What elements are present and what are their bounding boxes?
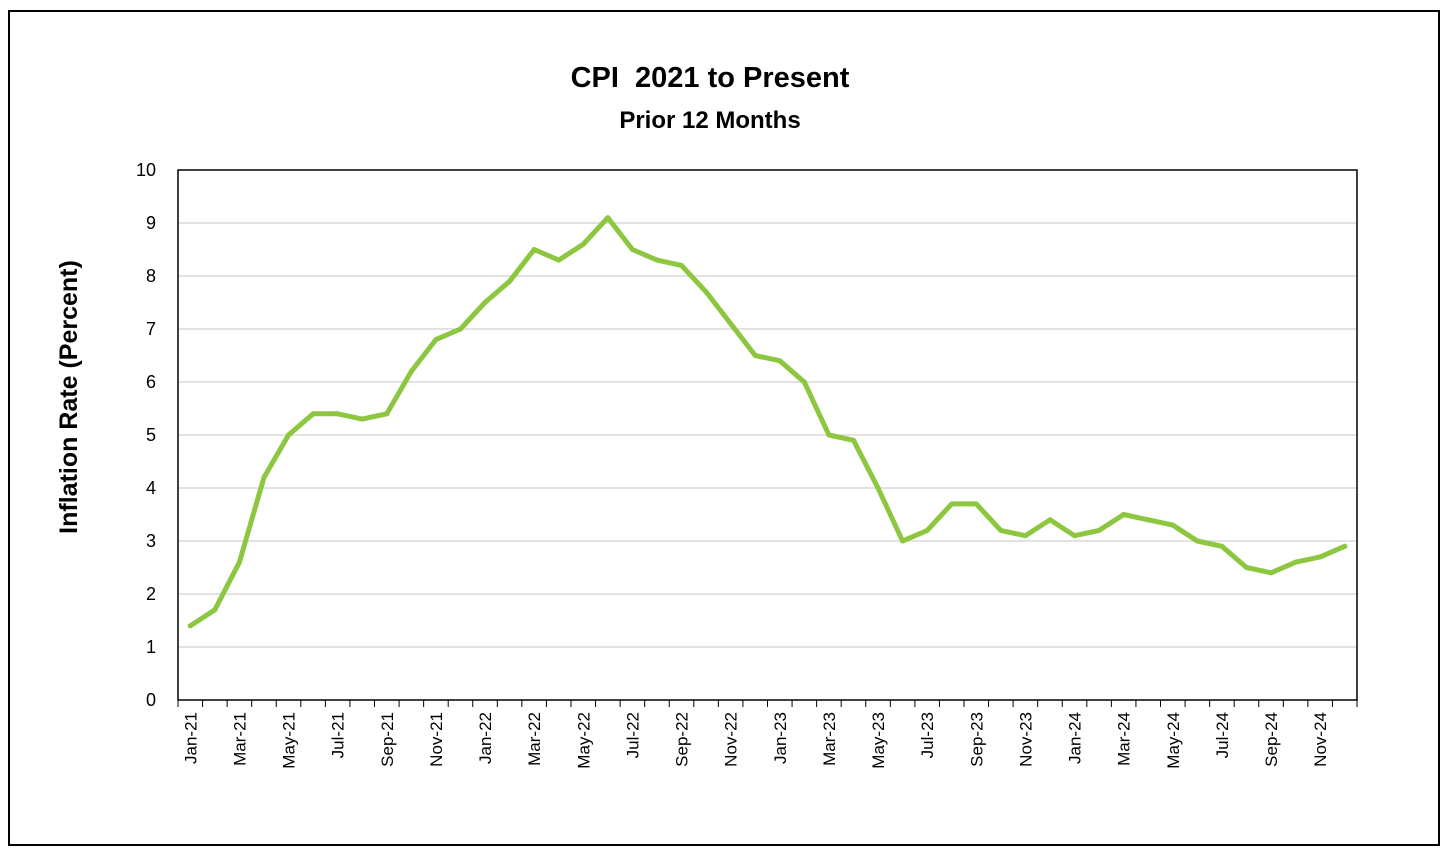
y-tick-label: 2 — [146, 584, 156, 604]
data-point — [580, 241, 586, 247]
data-point — [1022, 533, 1028, 539]
x-tick-label: Nov-22 — [722, 712, 741, 767]
data-point — [826, 432, 832, 438]
y-tick-label: 5 — [146, 425, 156, 445]
data-point — [359, 416, 365, 422]
data-point — [1096, 527, 1102, 533]
y-tick-label: 8 — [146, 266, 156, 286]
x-tick-label: Jan-23 — [771, 712, 790, 764]
data-point — [236, 559, 242, 565]
data-point — [752, 353, 758, 358]
data-point — [654, 257, 660, 263]
x-tick-label: Sep-22 — [673, 712, 692, 767]
x-tick-label: Nov-24 — [1311, 712, 1330, 767]
gridlines — [178, 222, 1357, 648]
x-tick-label: Jul-23 — [918, 712, 937, 758]
data-point — [900, 538, 906, 544]
axes: 0 1 2 3 4 5 6 7 8 9 10 Jan-21 Mar-21 May-21 Jul-21 Sep-… — [136, 160, 1358, 769]
data-point — [1170, 522, 1176, 528]
y-tick-label: 1 — [146, 637, 156, 657]
data-point — [1194, 538, 1200, 544]
y-tick-label: 0 — [146, 690, 156, 710]
x-tick-label: May-22 — [574, 712, 593, 769]
data-point — [777, 358, 783, 364]
x-tick-label: Jan-22 — [476, 712, 495, 764]
chart-frame — [8, 10, 1440, 846]
y-tick-label: 6 — [146, 372, 156, 392]
x-tick-label: Mar-22 — [525, 712, 544, 766]
y-tick-label: 4 — [146, 478, 156, 498]
x-tick-label: Sep-21 — [378, 712, 397, 767]
data-point — [335, 411, 341, 417]
data-point — [998, 527, 1004, 533]
y-tick-label: 3 — [146, 531, 156, 551]
data-point — [801, 379, 807, 385]
data-point — [457, 326, 463, 332]
x-tick-label: Nov-21 — [427, 712, 446, 767]
series-layer — [187, 215, 1348, 629]
data-point — [728, 321, 734, 327]
y-axis-label: Inflation Rate (Percent) — [55, 260, 83, 534]
x-tick-label: May-24 — [1164, 712, 1183, 769]
y-tick-label: 10 — [136, 160, 156, 180]
data-point — [531, 247, 537, 252]
data-point — [703, 289, 709, 295]
data-point — [679, 262, 685, 268]
data-point — [482, 300, 488, 305]
x-tick-label: Jul-21 — [329, 712, 348, 758]
data-point — [973, 501, 979, 507]
data-point — [924, 527, 930, 533]
x-tick-label: Mar-23 — [820, 712, 839, 766]
data-point — [1317, 554, 1323, 560]
data-point — [261, 474, 267, 480]
x-tick-label: Nov-23 — [1016, 712, 1035, 767]
data-point — [629, 247, 635, 252]
x-tick-label: Mar-21 — [230, 712, 249, 766]
data-point — [1047, 517, 1053, 523]
data-point — [875, 485, 881, 491]
data-point — [433, 337, 439, 343]
data-point — [605, 215, 611, 221]
x-tick-label: Mar-24 — [1115, 712, 1134, 766]
x-tick-label: May-21 — [280, 712, 299, 769]
x-tick-label: Jan-21 — [181, 712, 200, 764]
y-tick-label: 9 — [146, 213, 156, 233]
x-tick-label: Jan-24 — [1066, 712, 1085, 764]
data-point — [1219, 543, 1225, 549]
data-point — [310, 411, 316, 417]
data-point — [507, 278, 513, 284]
x-tick-label: Sep-23 — [967, 712, 986, 767]
data-point — [1293, 559, 1299, 565]
x-tick-label: Jul-24 — [1213, 712, 1232, 758]
data-point — [286, 432, 292, 438]
x-tick-label: Sep-24 — [1262, 712, 1281, 767]
data-point — [212, 607, 218, 613]
y-tick-label: 7 — [146, 319, 156, 339]
chart-subtitle: Prior 12 Months — [619, 107, 801, 134]
data-point — [1121, 512, 1127, 517]
data-point — [1342, 543, 1348, 549]
data-point — [384, 411, 390, 417]
x-tick-label: May-23 — [869, 712, 888, 769]
data-point — [408, 368, 414, 374]
data-point — [556, 257, 562, 263]
data-point — [1072, 533, 1078, 539]
data-point — [1145, 517, 1151, 523]
data-point — [1268, 570, 1274, 576]
data-point — [187, 623, 193, 629]
data-point — [850, 437, 856, 443]
x-tick-label: Jul-22 — [623, 712, 642, 758]
data-point — [949, 501, 955, 507]
series-line — [187, 215, 1348, 629]
chart-title: CPI 2021 to Present — [570, 62, 850, 94]
data-point — [1243, 565, 1249, 570]
